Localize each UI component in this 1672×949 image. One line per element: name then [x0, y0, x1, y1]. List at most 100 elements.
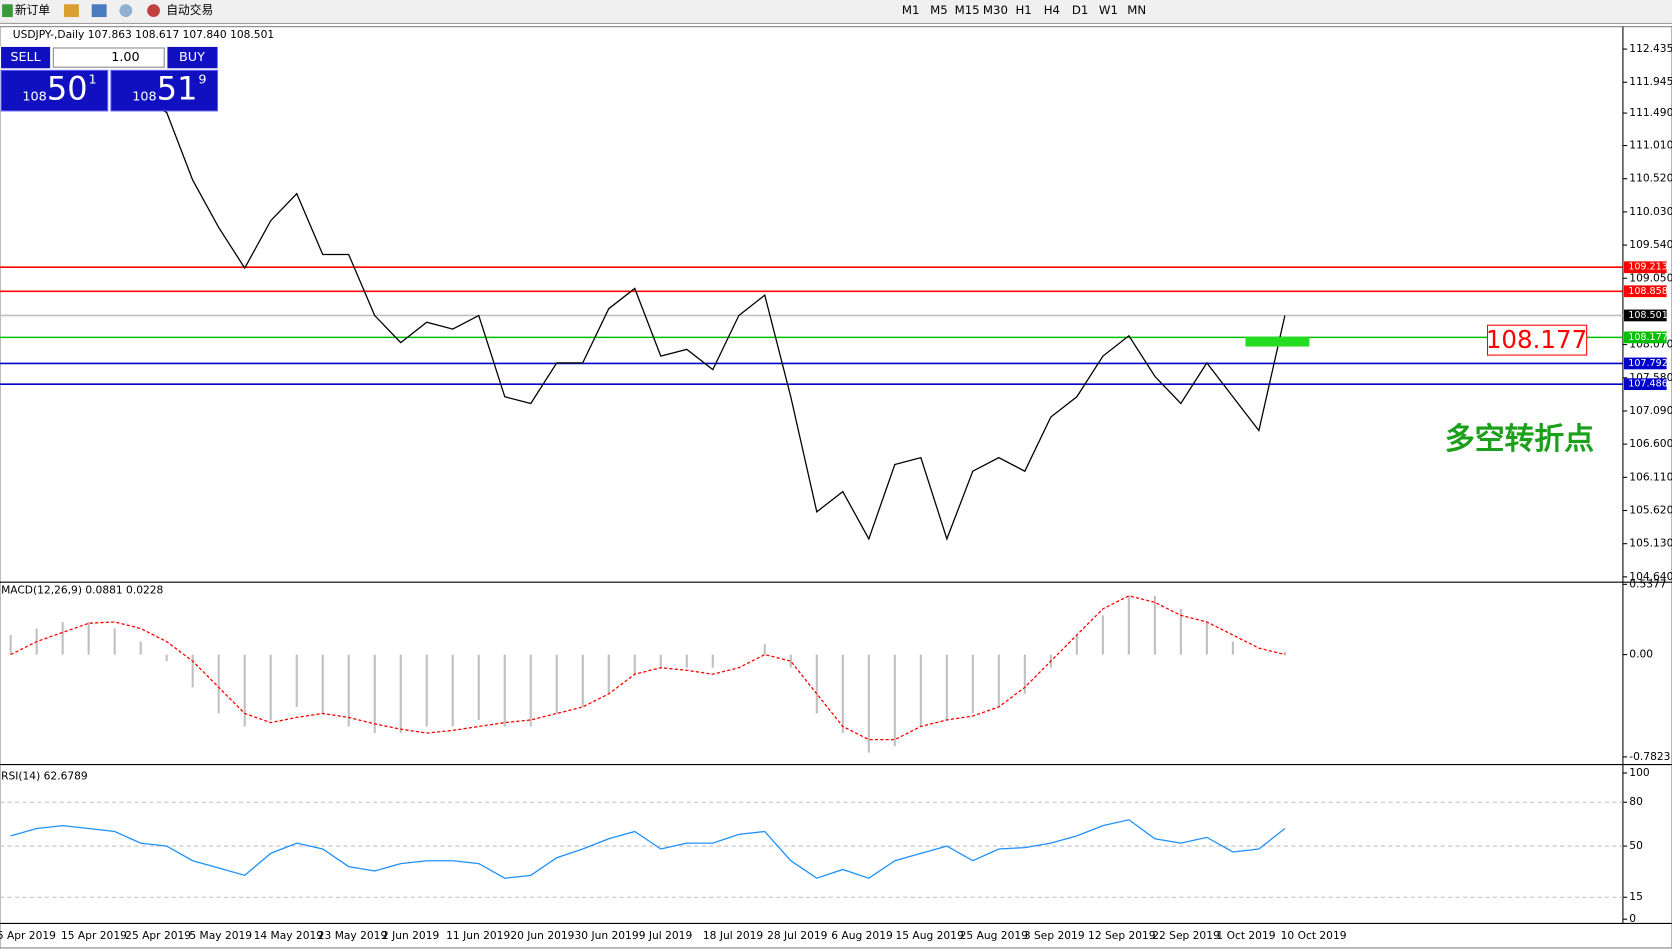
- timeframe-button[interactable]: M5: [930, 3, 948, 17]
- y-tick-label: 112.435: [1629, 42, 1672, 55]
- series-line: [10, 819, 1286, 879]
- price-big-figure: 108: [132, 90, 156, 105]
- x-tick-label: 18 Jul 2019: [703, 929, 764, 942]
- y-tick-label: 109.540: [1629, 238, 1672, 251]
- price-level-tag: [1623, 285, 1667, 298]
- x-tick-label: 2 Jun 2019: [382, 929, 440, 942]
- price-level-tag: [1623, 331, 1667, 344]
- buy-button[interactable]: [167, 46, 218, 69]
- y-tick-label: 0.00: [1629, 648, 1653, 661]
- timeframe-button[interactable]: MN: [1127, 3, 1146, 17]
- x-tick-label: 28 Jul 2019: [767, 929, 828, 942]
- annotation: 108.177: [1486, 325, 1587, 354]
- chart-window: [0, 26, 1672, 949]
- x-tick-label: 1 Oct 2019: [1216, 929, 1275, 942]
- price-level-label: 108.858: [1628, 286, 1668, 297]
- buy-label[interactable]: BUY: [179, 50, 205, 65]
- series-line: [10, 91, 1286, 541]
- x-tick-label: 20 Jun 2019: [510, 929, 574, 942]
- x-tick-label: 5 Apr 2019: [0, 929, 56, 942]
- price-level-tag: [1623, 378, 1667, 391]
- y-tick-label: 105.620: [1629, 504, 1672, 517]
- price-level-label: 108.501: [1628, 310, 1668, 321]
- price-fraction: 9: [198, 72, 206, 87]
- price-level-label: 107.792: [1628, 358, 1668, 369]
- y-tick-label: 0: [1629, 912, 1636, 925]
- icon: [91, 4, 107, 18]
- x-tick-label: 30 Jun 2019: [575, 929, 639, 942]
- icon: [63, 4, 79, 18]
- y-tick-label: 50: [1629, 839, 1643, 852]
- chart-title: USDJPY-,Daily 107.863 108.617 107.840 10…: [13, 28, 274, 41]
- x-tick-label: 9 Jul 2019: [639, 929, 693, 942]
- price-level-label: 107.486: [1628, 379, 1668, 390]
- y-tick-label: 80: [1629, 795, 1643, 808]
- timeframe-button[interactable]: W1: [1099, 3, 1118, 17]
- price-big-figure: 108: [22, 90, 46, 105]
- x-tick-label: 25 Aug 2019: [960, 929, 1028, 942]
- x-tick-label: 22 Sep 2019: [1152, 929, 1220, 942]
- timeframe-button[interactable]: D1: [1072, 3, 1088, 17]
- price-pips: 50: [47, 70, 88, 108]
- y-tick-label: 111.010: [1629, 139, 1672, 152]
- rsi-title: RSI(14) 62.6789: [1, 769, 88, 782]
- macd-title: MACD(12,26,9) 0.0881 0.0228: [1, 584, 163, 597]
- highlight: [1245, 336, 1310, 347]
- price-level-tag: [1623, 261, 1667, 274]
- x-tick-label: 11 Jun 2019: [446, 929, 510, 942]
- x-tick-label: 15 Aug 2019: [895, 929, 963, 942]
- annotation-box: [1486, 324, 1588, 356]
- price-level-label: 108.177: [1628, 332, 1668, 343]
- new-order-button[interactable]: 新订单: [15, 3, 50, 17]
- callout: 多空转折点: [1445, 422, 1594, 457]
- y-tick-label: 111.490: [1629, 106, 1672, 119]
- price-level-tag: [1623, 309, 1667, 322]
- timeframe-button[interactable]: M15: [955, 3, 980, 17]
- sell-button[interactable]: [1, 46, 51, 69]
- icon: [2, 4, 13, 18]
- price-level-tag: [1623, 357, 1667, 370]
- x-tick-label: 12 Sep 2019: [1088, 929, 1156, 942]
- timeframe-button[interactable]: H1: [1016, 3, 1032, 17]
- price-pips: 51: [157, 70, 198, 108]
- x-tick-label: 23 May 2019: [318, 929, 388, 942]
- x-tick-label: 6 Aug 2019: [831, 929, 893, 942]
- price-button[interactable]: [110, 69, 219, 112]
- x-tick-label: 15 Apr 2019: [61, 929, 127, 942]
- sell-label[interactable]: SELL: [10, 50, 41, 65]
- x-tick-label: 10 Oct 2019: [1281, 929, 1347, 942]
- y-tick-label: 111.945: [1629, 75, 1672, 88]
- y-tick-label: 100: [1629, 766, 1650, 779]
- timeframe-button[interactable]: M30: [983, 3, 1008, 17]
- auto-trading-button[interactable]: 自动交易: [166, 3, 213, 17]
- y-tick-label: 110.520: [1629, 172, 1672, 185]
- price-level-label: 109.213: [1628, 262, 1668, 273]
- price-button[interactable]: [0, 69, 109, 112]
- x-tick-label: 3 Sep 2019: [1024, 929, 1085, 942]
- y-tick-label: 107.090: [1629, 404, 1672, 417]
- y-tick-label: 106.600: [1629, 437, 1672, 450]
- toolbar: [0, 0, 1672, 24]
- x-tick-label: 14 May 2019: [254, 929, 324, 942]
- x-tick-label: 5 May 2019: [189, 929, 252, 942]
- x-tick-label: 25 Apr 2019: [125, 929, 191, 942]
- price-fraction: 1: [89, 72, 97, 87]
- y-tick-label: -0.7823: [1629, 750, 1670, 763]
- lot-input[interactable]: [52, 47, 165, 68]
- y-tick-label: 0.5377: [1629, 577, 1666, 590]
- icon: [119, 4, 133, 18]
- y-tick-label: 104.640: [1629, 570, 1672, 583]
- y-tick-label: 105.130: [1629, 537, 1672, 550]
- timeframe-button[interactable]: M1: [902, 3, 920, 17]
- timeframe-button[interactable]: H4: [1044, 3, 1060, 17]
- y-tick-label: 106.110: [1629, 470, 1672, 483]
- y-tick-label: 109.050: [1629, 271, 1672, 284]
- series-line: [10, 595, 1286, 741]
- y-tick-label: 110.030: [1629, 205, 1672, 218]
- y-tick-label: 15: [1629, 890, 1643, 903]
- lot-value[interactable]: 1.00: [111, 50, 139, 65]
- icon: [147, 4, 160, 18]
